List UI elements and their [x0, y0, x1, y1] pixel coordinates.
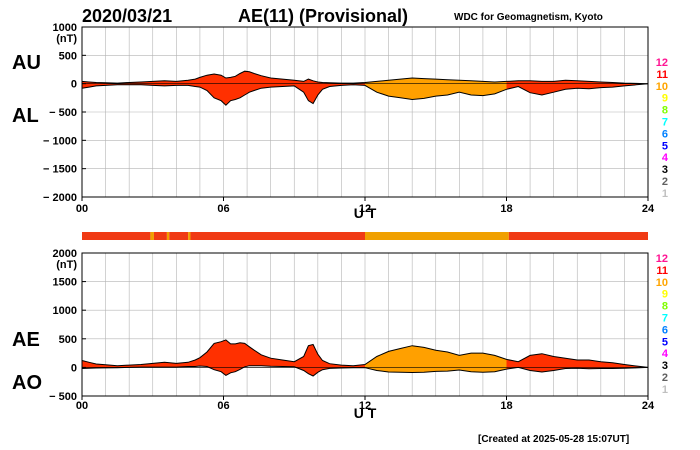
x-tick-label: 24	[642, 203, 655, 215]
station-scale-label: 12	[656, 57, 668, 69]
strip-segment-red	[169, 232, 189, 240]
y-tick-label: − 500	[49, 107, 77, 119]
bottom-panel: 2000 1500 1000 500 0 − 500 (nT) 00 06 12 18 24 U T AE…	[12, 248, 655, 421]
station-scale-label: 5	[662, 140, 668, 152]
station-scale-label: 1	[662, 188, 668, 200]
series-line-ae	[81, 339, 649, 368]
series-line-au	[81, 70, 649, 85]
station-scale-label: 8	[662, 301, 668, 313]
station-scale-label: 3	[662, 360, 668, 372]
x-tick-label: 06	[217, 400, 229, 412]
x-tick-label: 24	[642, 400, 655, 412]
station-scale-label: 5	[662, 336, 668, 348]
strip-segment-red	[82, 232, 151, 240]
series-fill-red	[506, 80, 648, 95]
top-panel: 1000 500 0 − 500 − 1000 − 1500 − 2000 (nT) 00 06 1…	[12, 22, 655, 221]
station-scale-label: 11	[656, 69, 668, 81]
series-fill-red	[82, 71, 365, 106]
x-tick-label: 06	[217, 203, 229, 215]
x-axis-label: U T	[354, 205, 377, 221]
y-tick-label: − 1000	[43, 135, 77, 147]
y-tick-label: 1500	[53, 277, 77, 289]
station-scale-label: 8	[662, 105, 668, 117]
y-tick-label: − 500	[49, 391, 77, 403]
series-label-ao: AO	[12, 372, 42, 394]
station-scale-label: 4	[662, 348, 669, 360]
station-scale-label: 1	[662, 384, 668, 396]
station-scale-label: 3	[662, 164, 668, 176]
source-label: WDC for Geomagnetism, Kyoto	[454, 12, 603, 23]
station-scale-label: 10	[656, 81, 668, 93]
y-axis-unit: (nT)	[56, 33, 77, 45]
x-tick-label: 18	[500, 203, 512, 215]
series-fill-orange	[365, 345, 507, 373]
station-scale-label: 11	[656, 265, 668, 277]
y-axis-unit: (nT)	[56, 259, 77, 271]
strip-segment-red	[190, 232, 365, 240]
x-tick-label: 00	[76, 400, 88, 412]
station-scale-label: 10	[656, 277, 668, 289]
station-scale-label: 6	[662, 128, 668, 140]
station-scale-label: 6	[662, 324, 668, 336]
station-strip	[82, 232, 648, 240]
strip-segment-red	[508, 232, 648, 240]
y-tick-label: 1000	[53, 305, 77, 317]
series-label-al: AL	[12, 105, 39, 127]
strip-segment-orange	[166, 232, 170, 240]
x-tick-label: 12	[359, 400, 371, 412]
series-label-ae: AE	[12, 329, 40, 351]
strip-segment-red	[153, 232, 167, 240]
series-line-ao	[81, 365, 649, 377]
y-tick-label: 500	[59, 334, 77, 346]
date-title: 2020/03/21	[82, 6, 172, 26]
strip-segment-orange	[365, 232, 509, 240]
series-label-au: AU	[12, 52, 41, 74]
strip-segment-orange	[150, 232, 154, 240]
station-scale-label: 4	[662, 152, 669, 164]
y-tick-label: 0	[71, 362, 77, 374]
y-tick-label: − 1500	[43, 164, 77, 176]
station-scale-label: 12	[656, 253, 668, 265]
created-label: [Created at 2025-05-28 15:07UT]	[478, 434, 629, 445]
y-tick-label: 500	[59, 50, 77, 62]
x-axis-label: U T	[354, 405, 377, 421]
station-scale-label: 2	[662, 372, 668, 384]
index-title: AE(11) (Provisional)	[238, 6, 408, 26]
x-tick-label: 12	[359, 203, 371, 215]
x-tick-label: 00	[76, 203, 88, 215]
station-scale-label: 9	[662, 93, 668, 105]
y-tick-label: 2000	[53, 248, 77, 260]
series-fill-red	[82, 339, 365, 376]
y-tick-label: 0	[71, 79, 77, 91]
station-scale-label: 2	[662, 176, 668, 188]
x-tick-label: 18	[500, 400, 512, 412]
station-scale-label: 7	[662, 117, 668, 129]
y-tick-label: − 2000	[43, 192, 77, 204]
strip-segment-orange	[188, 232, 191, 240]
y-tick-label: 1000	[53, 22, 77, 34]
station-scale-label: 7	[662, 313, 668, 325]
series-line-al	[81, 83, 649, 106]
station-scale-label: 9	[662, 289, 668, 301]
